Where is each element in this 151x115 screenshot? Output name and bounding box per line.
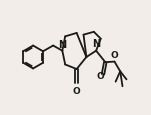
Text: N: N <box>92 39 100 49</box>
Text: O: O <box>73 86 80 95</box>
Text: N: N <box>58 40 66 50</box>
Text: O: O <box>111 50 118 59</box>
Text: O: O <box>96 71 104 80</box>
